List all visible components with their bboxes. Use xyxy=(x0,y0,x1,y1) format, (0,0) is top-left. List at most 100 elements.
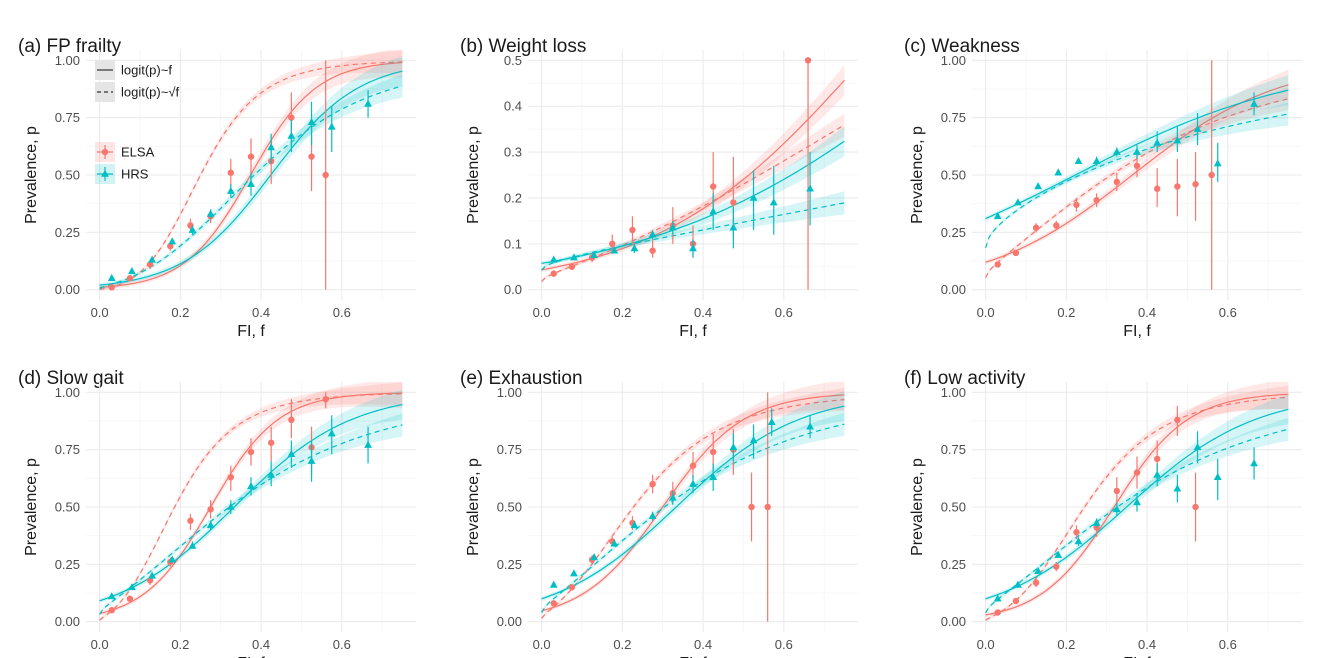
y-tick-label: 0.00 xyxy=(55,614,80,629)
x-tick-label: 0.4 xyxy=(252,305,270,320)
legend-series-label: HRS xyxy=(121,167,149,182)
data-point-elsa xyxy=(322,171,329,179)
data-point-elsa xyxy=(108,284,115,291)
data-point-hrs xyxy=(549,580,558,588)
x-tick-label: 0.2 xyxy=(171,305,189,320)
data-point-hrs xyxy=(1193,443,1202,451)
y-axis-label: Prevalence, p xyxy=(465,126,482,224)
y-tick-label: 0.25 xyxy=(941,225,966,240)
data-point-hrs xyxy=(590,553,599,561)
panel-title: (c) Weakness xyxy=(904,36,1020,57)
x-tick-label: 0.0 xyxy=(977,305,995,320)
data-point-hrs xyxy=(327,429,336,437)
legend-hrs-marker xyxy=(101,169,109,177)
data-point-hrs xyxy=(247,179,255,187)
x-tick-label: 0.0 xyxy=(977,637,995,652)
x-tick-label: 0.2 xyxy=(171,637,189,652)
data-point-elsa xyxy=(227,169,235,176)
data-point-elsa xyxy=(267,439,275,446)
x-tick-label: 0.4 xyxy=(1138,637,1156,652)
data-point-elsa xyxy=(730,199,737,206)
fit-sqrt-band-hrs xyxy=(541,412,845,615)
data-point-hrs xyxy=(1250,459,1258,467)
y-tick-label: 0.25 xyxy=(497,557,522,572)
data-point-elsa xyxy=(126,275,134,282)
y-tick-label: 0.00 xyxy=(941,614,966,629)
data-point-hrs xyxy=(709,207,718,215)
fit-sqrt-band-elsa xyxy=(99,50,403,292)
x-tick-label: 0.0 xyxy=(91,637,109,652)
data-point-hrs xyxy=(630,244,639,252)
data-point-elsa xyxy=(146,577,154,584)
data-point-hrs xyxy=(206,521,215,529)
data-point-elsa xyxy=(1032,579,1040,586)
y-axis-label: Prevalence, p xyxy=(23,458,40,556)
data-point-elsa xyxy=(1192,180,1199,188)
data-point-hrs xyxy=(668,223,677,231)
data-point-elsa xyxy=(1012,249,1020,257)
y-tick-label: 0.75 xyxy=(497,442,522,457)
data-point-hrs xyxy=(689,479,697,487)
data-point-hrs xyxy=(749,436,758,444)
y-axis-label: Prevalence, p xyxy=(23,126,40,224)
data-point-hrs xyxy=(1014,198,1022,206)
data-point-elsa xyxy=(1113,487,1121,495)
data-point-hrs xyxy=(1153,138,1162,146)
data-point-elsa xyxy=(1153,455,1161,463)
y-tick-label: 0.75 xyxy=(55,110,80,125)
data-point-hrs xyxy=(1173,484,1182,492)
panel-2: (b) Weight loss 0.0 0.2 0.4 0.6 0.0 0.1 0.2 0.3 0… xyxy=(460,36,858,340)
y-tick-label: 0.0 xyxy=(504,282,522,297)
data-point-hrs xyxy=(1034,182,1043,190)
y-tick-label: 1.00 xyxy=(55,385,80,400)
data-point-hrs xyxy=(1034,566,1043,575)
legend: logit(p)~f logit(p)~√f ELSA HRS xyxy=(95,60,179,184)
y-tick-label: 0.3 xyxy=(504,145,522,160)
data-point-hrs xyxy=(364,440,372,448)
data-point-hrs xyxy=(128,582,136,591)
data-point-elsa xyxy=(1012,597,1020,605)
data-point-hrs xyxy=(267,143,276,151)
y-axis-label: Prevalence, p xyxy=(909,126,926,224)
data-point-hrs xyxy=(206,209,215,217)
fit-linear-line-hrs xyxy=(99,70,403,286)
x-axis-label: FI, f xyxy=(237,323,265,340)
data-point-elsa xyxy=(1073,201,1080,209)
x-tick-label: 0.6 xyxy=(775,305,793,320)
data-point-elsa xyxy=(1153,185,1161,192)
data-point-hrs xyxy=(630,521,639,529)
x-tick-label: 0.4 xyxy=(252,637,270,652)
data-point-hrs xyxy=(1193,124,1202,132)
data-point-elsa xyxy=(709,183,717,190)
fit-curves xyxy=(541,382,845,620)
data-point-hrs xyxy=(168,555,177,563)
panel-title: (a) FP frailty xyxy=(18,36,122,57)
data-point-hrs xyxy=(1074,156,1083,165)
panel-4: (d) Slow gait 0.0 0.2 0.4 0.6 0.00 0.25 0.50 0.7… xyxy=(18,368,416,658)
data-point-elsa xyxy=(1133,162,1141,170)
x-tick-label: 0.2 xyxy=(1057,637,1075,652)
y-tick-label: 0.75 xyxy=(55,442,80,457)
data-point-elsa xyxy=(568,263,576,270)
x-tick-label: 0.6 xyxy=(1219,637,1237,652)
legend-series-label: ELSA xyxy=(121,145,155,160)
data-point-elsa xyxy=(1053,222,1060,229)
y-tick-label: 1.00 xyxy=(941,53,966,68)
x-tick-label: 0.4 xyxy=(1138,305,1156,320)
data-point-elsa xyxy=(649,247,656,254)
data-point-hrs xyxy=(226,502,235,510)
data-point-hrs xyxy=(1213,472,1222,480)
fit-linear-band-hrs xyxy=(541,391,845,601)
data-point-elsa xyxy=(167,242,174,250)
data-point-elsa xyxy=(1208,171,1215,179)
data-point-hrs xyxy=(1250,99,1258,107)
data-point-hrs xyxy=(549,255,558,263)
y-tick-label: 0.2 xyxy=(504,190,522,205)
data-point-hrs xyxy=(226,186,235,194)
x-tick-label: 0.6 xyxy=(333,637,351,652)
data-point-hrs xyxy=(287,449,296,458)
data-point-hrs xyxy=(1213,159,1222,167)
data-point-elsa xyxy=(288,416,295,424)
data-point-elsa xyxy=(568,584,576,591)
fit-sqrt-band-hrs xyxy=(99,413,403,616)
